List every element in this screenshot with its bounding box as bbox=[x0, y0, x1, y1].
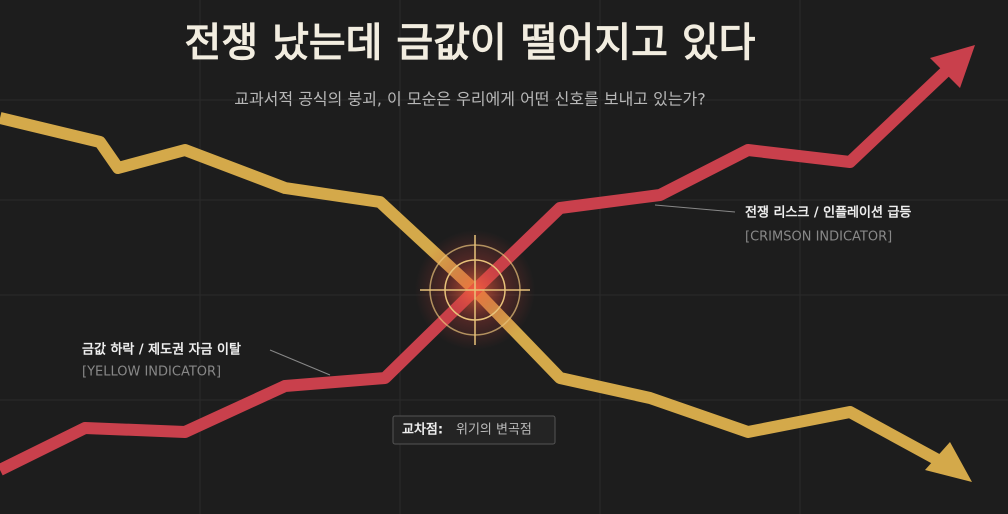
leader-line bbox=[654, 204, 736, 213]
yellow-line bbox=[0, 112, 941, 466]
yellow-label: 금값 하락 / 제도권 자금 이탈 bbox=[82, 342, 241, 358]
subtitle: 교과서적 공식의 붕괴, 이 모순은 우리에게 어떤 신호를 보내고 있는가? bbox=[234, 90, 706, 109]
yellow-tag: [YELLOW INDICATOR] bbox=[82, 365, 221, 380]
crimson-tag: [CRIMSON INDICATOR] bbox=[745, 230, 892, 245]
leader-line bbox=[269, 349, 331, 376]
crosshair bbox=[420, 235, 530, 345]
crimson-arrowhead bbox=[930, 45, 975, 88]
title: 전쟁 났는데 금값이 떨어지고 있다 bbox=[185, 20, 756, 66]
cross-text: 위기의 변곡점 bbox=[456, 423, 532, 438]
yellow-arrowhead bbox=[925, 442, 972, 482]
crimson-label: 전쟁 리스크 / 인플레이션 급등 bbox=[745, 205, 911, 221]
cross-title: 교차점: bbox=[402, 422, 443, 438]
cross-box bbox=[392, 415, 556, 445]
